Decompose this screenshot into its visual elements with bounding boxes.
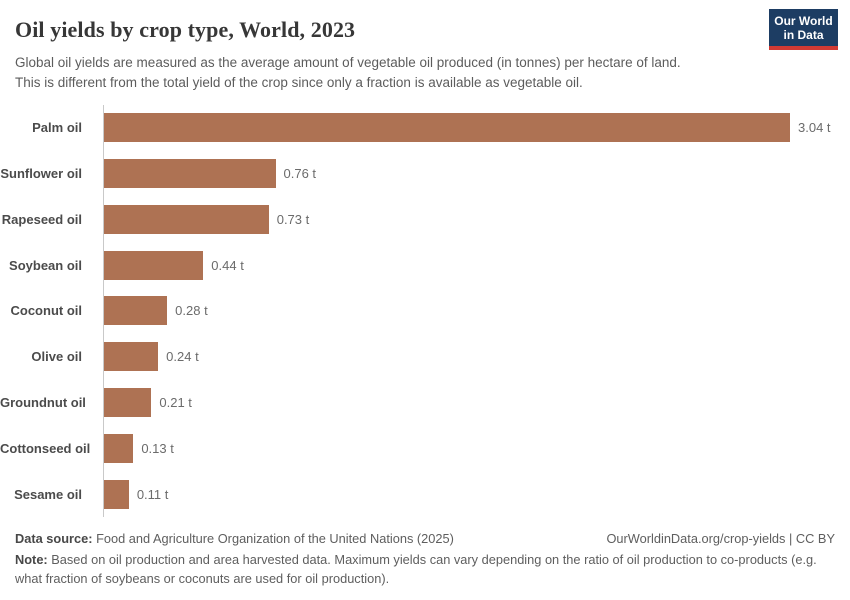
category-label: Olive oil	[31, 349, 82, 365]
bar-row: Groundnut oil 0.21 t	[0, 380, 850, 426]
data-source: Data source: Food and Agriculture Organi…	[15, 531, 454, 546]
category-label: Palm oil	[32, 120, 82, 136]
category-label: Rapeseed oil	[1, 211, 82, 227]
bar-value-label: 0.76 t	[283, 166, 317, 182]
bar-value-label: 0.13 t	[141, 440, 174, 456]
owid-crop-yields-link[interactable]: OurWorldinData.org/crop-yields | CC BY	[606, 531, 835, 546]
footer-note: Note: Based on oil production and area h…	[15, 551, 835, 588]
page-title: Oil yields by crop type, World, 2023	[15, 17, 356, 42]
category-label: Soybean oil	[9, 257, 82, 273]
data-source-text: Food and Agriculture Organization of the…	[92, 531, 454, 546]
owid-logo-line1: Our World	[774, 13, 833, 28]
chart-header: Oil yields by crop type, World, 2023 Glo…	[0, 0, 850, 92]
footer-note-text: Based on oil production and area harvest…	[15, 552, 817, 586]
category-label: Groundnut oil	[0, 394, 86, 410]
bar-value-label: 0.28 t	[175, 303, 208, 319]
bar-value-label: 0.44 t	[211, 257, 244, 273]
bar[interactable]	[104, 296, 168, 326]
bar-row: Coconut oil 0.28 t	[0, 288, 850, 334]
bar[interactable]	[104, 159, 276, 189]
bar-value-label: 0.21 t	[159, 394, 192, 410]
category-label: Cottonseed oil	[0, 440, 91, 456]
bar-row: Rapeseed oil 0.73 t	[0, 197, 850, 243]
footer-note-label: Note:	[15, 552, 48, 567]
bar[interactable]	[104, 204, 269, 234]
bar-value-label: 0.24 t	[166, 349, 199, 365]
bar[interactable]	[104, 433, 134, 463]
owid-logo[interactable]: Our World in Data	[769, 9, 838, 50]
bar-row: Sesame oil 0.11 t	[0, 471, 850, 517]
bar-row: Palm oil 3.04 t	[0, 105, 850, 151]
category-label: Sunflower oil	[0, 166, 82, 182]
bar-row: Soybean oil 0.44 t	[0, 242, 850, 288]
footer-source-row: Data source: Food and Agriculture Organi…	[15, 531, 835, 546]
bar-value-label: 0.73 t	[276, 211, 310, 227]
chart-subtitle-line2: This is different from the total yield o…	[15, 74, 583, 90]
chart-subtitle-line1: Global oil yields are measured as the av…	[15, 55, 681, 70]
data-source-label: Data source:	[15, 531, 93, 546]
bar-value-label: 3.04 t	[798, 120, 831, 136]
bar-chart: Palm oil 3.04 t Sunflower oil 0.76 t Rapesee…	[0, 105, 850, 517]
chart-footer: Data source: Food and Agriculture Organi…	[0, 517, 850, 588]
chart-subtitle: Global oil yields are measured as the av…	[15, 53, 835, 92]
bar[interactable]	[104, 113, 790, 143]
bar-row: Cottonseed oil 0.13 t	[0, 425, 850, 471]
owid-logo-line2: in Data	[783, 27, 824, 42]
category-label: Coconut oil	[10, 303, 83, 319]
bar[interactable]	[104, 250, 204, 280]
bar-row: Sunflower oil 0.76 t	[0, 151, 850, 197]
bar-row: Olive oil 0.24 t	[0, 334, 850, 380]
bar[interactable]	[104, 479, 129, 509]
bar-value-label: 0.11 t	[136, 486, 169, 502]
bar[interactable]	[104, 342, 159, 372]
y-axis-line	[103, 105, 104, 517]
category-label: Sesame oil	[14, 486, 82, 502]
bar[interactable]	[104, 387, 152, 417]
